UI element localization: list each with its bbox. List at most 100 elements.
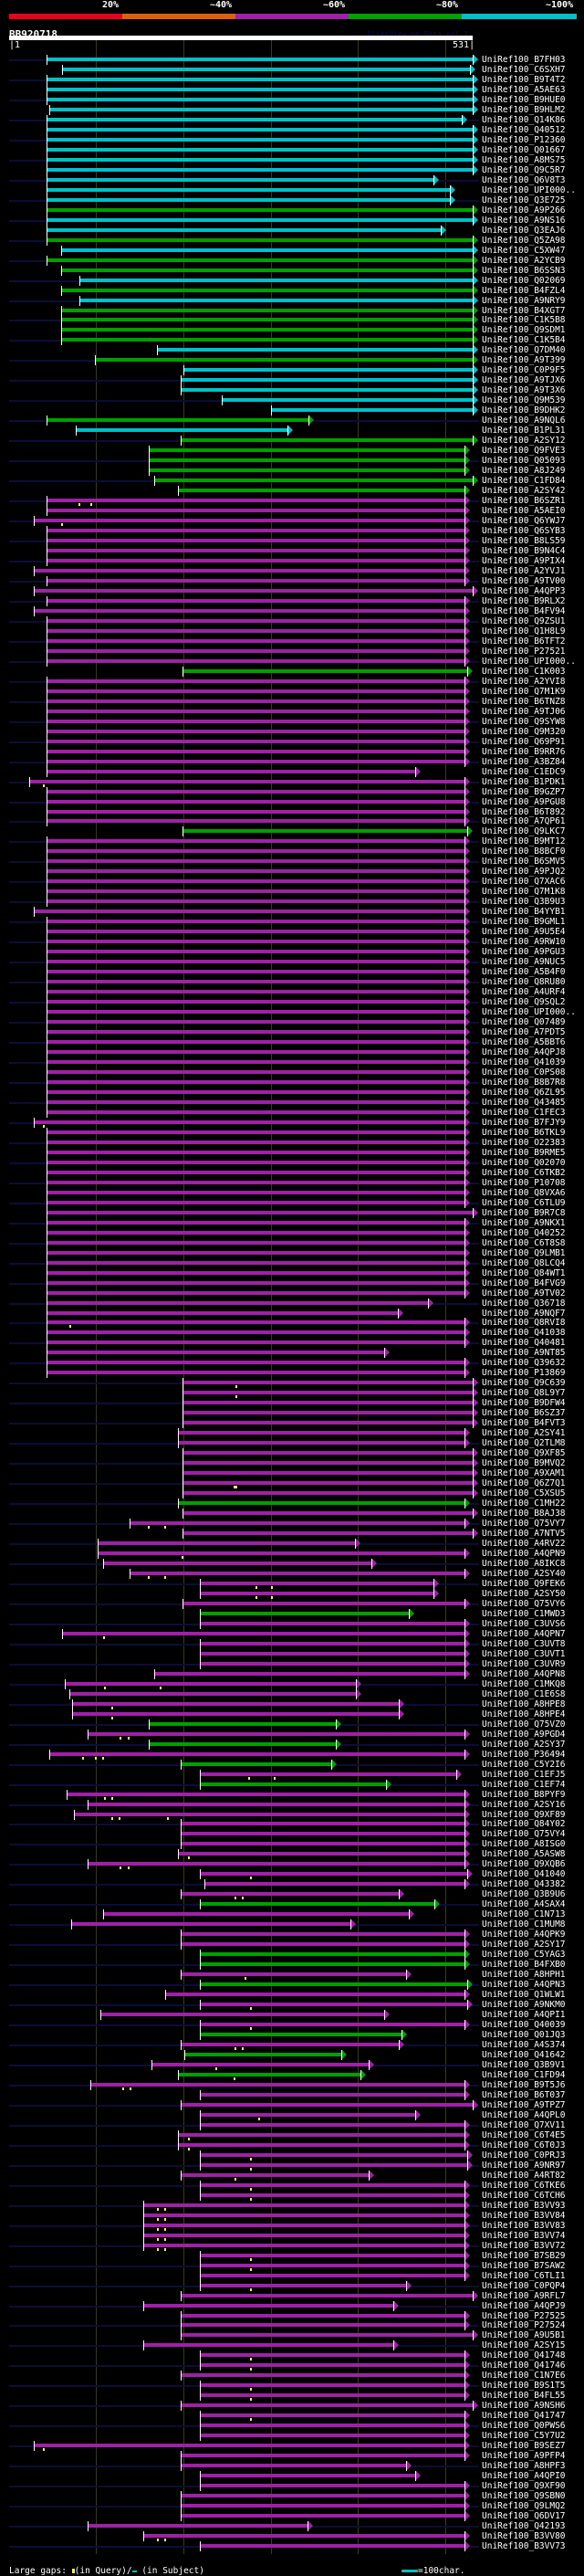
hit-bar[interactable] [47,770,415,773]
hit-label[interactable]: UniRef100_Q40039 [482,2020,566,2030]
hit-bar[interactable] [47,1261,465,1265]
hit-label[interactable]: UniRef100_A4QPI0 [482,2471,566,2481]
hit-row[interactable]: UniRef100_B3VV74 [0,2231,584,2241]
hit-row[interactable]: UniRef100_A7NTV5 [0,1529,584,1539]
hit-label[interactable]: UniRef100_A9U5B1 [482,2330,566,2340]
hit-label[interactable]: UniRef100_A9NUC5 [482,957,566,967]
hit-bar[interactable] [130,1521,465,1525]
hit-bar[interactable] [181,1972,407,1976]
hit-bar[interactable] [150,1742,337,1746]
hit-bar[interactable] [47,1311,398,1315]
hit-label[interactable]: UniRef100_Q9SQL2 [482,997,566,1007]
hit-bar[interactable] [47,499,465,502]
hit-label[interactable]: UniRef100_B9S1T5 [482,2381,566,2391]
hit-label[interactable]: UniRef100_Q0PWS6 [482,2421,566,2431]
hit-bar[interactable] [47,118,463,121]
hit-bar[interactable] [181,2373,465,2377]
hit-bar[interactable] [47,1080,465,1084]
hit-row[interactable]: UniRef100_C1MUM8 [0,1919,584,1929]
hit-row[interactable]: UniRef100_C1EFJ5 [0,1770,584,1780]
hit-row[interactable]: UniRef100_C5XW47 [0,246,584,256]
hit-bar[interactable] [47,839,465,843]
hit-row[interactable]: UniRef100_C6TKB2 [0,1168,584,1178]
hit-label[interactable]: UniRef100_B3VV84 [482,2211,566,2221]
hit-bar[interactable] [47,599,465,603]
hit-row[interactable]: UniRef100_B1PL31 [0,426,584,436]
hit-bar[interactable] [72,1922,350,1926]
hit-bar[interactable] [47,529,465,532]
hit-label[interactable]: UniRef100_A4QPJ8 [482,1047,566,1057]
hit-bar[interactable] [104,1912,410,1916]
hit-label[interactable]: UniRef100_B9RLX2 [482,596,566,606]
hit-label[interactable]: UniRef100_B3VV72 [482,2241,566,2251]
hit-row[interactable]: UniRef100_B9S1T5 [0,2381,584,2391]
hit-label[interactable]: UniRef100_Q8L9Y7 [482,1388,566,1398]
hit-row[interactable]: UniRef100_Q7DM40 [0,345,584,355]
hit-label[interactable]: UniRef100_Q3B9V1 [482,2060,566,2070]
hit-bar[interactable] [200,2284,407,2287]
hit-bar[interactable] [47,1000,465,1004]
hit-bar[interactable] [61,328,473,331]
hit-bar[interactable] [200,2003,468,2006]
hit-label[interactable]: UniRef100_B6T037 [482,2090,566,2100]
hit-label[interactable]: UniRef100_C1FD84 [482,476,566,486]
hit-bar[interactable] [47,819,465,823]
hit-row[interactable]: UniRef100_A9RFL7 [0,2291,584,2301]
hit-row[interactable]: UniRef100_Q9FVE3 [0,446,584,456]
hit-bar[interactable] [200,2033,402,2036]
hit-bar[interactable] [178,2133,465,2137]
hit-bar[interactable] [47,649,465,653]
hit-row[interactable]: UniRef100_C1MH22 [0,1498,584,1509]
hit-label[interactable]: UniRef100_Q9M320 [482,727,566,737]
hit-label[interactable]: UniRef100_Q39632 [482,1358,566,1368]
hit-row[interactable]: UniRef100_P36494 [0,1750,584,1760]
hit-row[interactable]: UniRef100_Q7XV11 [0,2120,584,2130]
hit-label[interactable]: UniRef100_C0P9F5 [482,365,566,375]
hit-label[interactable]: UniRef100_A4QPN3 [482,1980,566,1990]
hit-bar[interactable] [181,2454,465,2457]
hit-bar[interactable] [200,1772,456,1776]
hit-label[interactable]: UniRef100_Q41748 [482,2350,566,2360]
hit-row[interactable]: UniRef100_Q6ZL95 [0,1088,584,1098]
hit-bar[interactable] [50,1752,465,1756]
hit-label[interactable]: UniRef100_A8J249 [482,466,566,476]
hit-row[interactable]: UniRef100_Q9C639 [0,1378,584,1388]
hit-row[interactable]: UniRef100_A8HPH1 [0,1970,584,1980]
hit-row[interactable]: UniRef100_B4FXB0 [0,1960,584,1970]
hit-row[interactable]: UniRef100_Q6SYB3 [0,526,584,536]
hit-label[interactable]: UniRef100_Q8RVI8 [482,1318,566,1328]
hit-row[interactable]: UniRef100_Q43485 [0,1098,584,1108]
hit-label[interactable]: UniRef100_A8HPF3 [482,2461,566,2471]
hit-row[interactable]: UniRef100_B9N4C4 [0,546,584,556]
hit-label[interactable]: UniRef100_Q9SDM1 [482,325,566,335]
hit-row[interactable]: UniRef100_A4QPN8 [0,1669,584,1679]
hit-row[interactable]: UniRef100_B9RLX2 [0,596,584,606]
hit-bar[interactable] [47,1181,465,1184]
hit-row[interactable]: UniRef100_B9GML1 [0,917,584,927]
hit-bar[interactable] [181,2494,465,2497]
hit-row[interactable]: UniRef100_A2SY40 [0,1569,584,1579]
hit-row[interactable]: UniRef100_C6TKE6 [0,2181,584,2191]
hit-row[interactable]: UniRef100_B6TKL9 [0,1128,584,1138]
hit-bar[interactable] [181,1762,331,1766]
hit-label[interactable]: UniRef100_A8HPE8 [482,1699,566,1709]
hit-label[interactable]: UniRef100_C0PS08 [482,1067,566,1078]
hit-bar[interactable] [178,489,465,492]
hit-bar[interactable] [47,899,465,903]
hit-row[interactable]: UniRef100_A8ISG0 [0,1839,584,1849]
hit-row[interactable]: UniRef100_Q8RU80 [0,977,584,987]
hit-label[interactable]: UniRef100_A5AE63 [482,85,566,95]
hit-label[interactable]: UniRef100_A7QP61 [482,816,566,826]
hit-label[interactable]: UniRef100_A9TV00 [482,576,566,586]
hit-row[interactable]: UniRef100_B3VV80 [0,2531,584,2541]
hit-bar[interactable] [91,2083,465,2087]
hit-row[interactable]: UniRef100_Q41748 [0,2350,584,2360]
hit-bar[interactable] [130,1572,465,1575]
hit-row[interactable]: UniRef100_A9NS16 [0,216,584,226]
hit-label[interactable]: UniRef100_B9T5J6 [482,2080,566,2090]
hit-row[interactable]: UniRef100_Q05093 [0,456,584,466]
hit-label[interactable]: UniRef100_C5Y2I6 [482,1760,566,1770]
hit-bar[interactable] [200,2274,465,2277]
hit-label[interactable]: UniRef100_B4YYB1 [482,907,566,917]
hit-bar[interactable] [181,438,473,442]
